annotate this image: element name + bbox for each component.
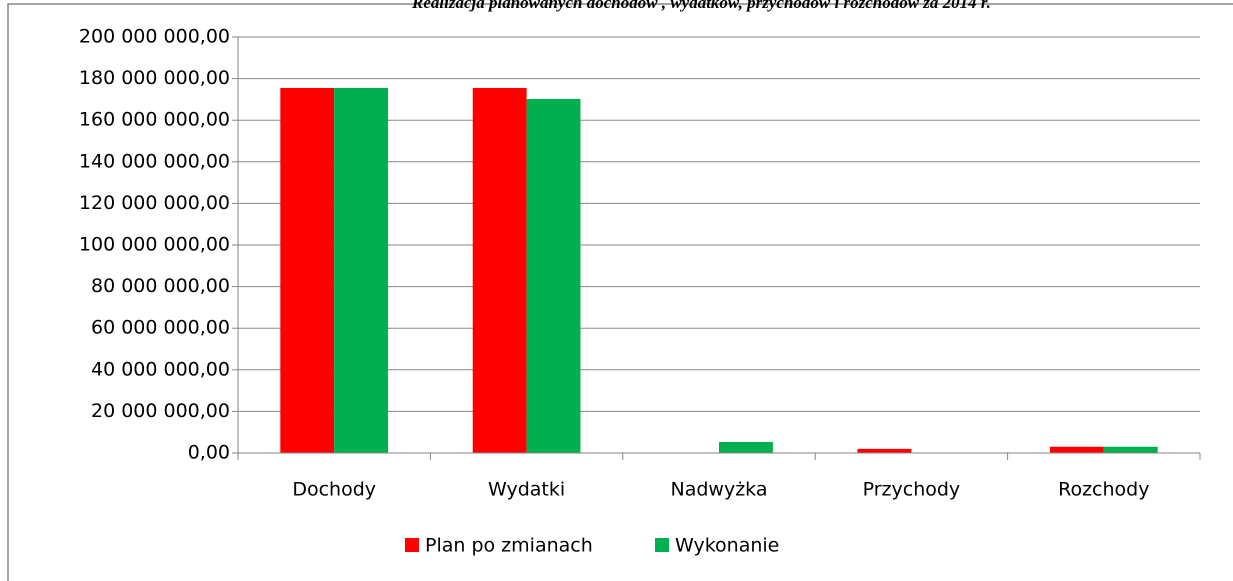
bar <box>1103 446 1158 453</box>
legend-swatch <box>655 538 669 552</box>
x-tick-label: Dochody <box>292 479 376 501</box>
x-tick-label: Nadwyżka <box>671 479 768 501</box>
y-tick-label: 20 000 000,00 <box>91 400 230 422</box>
bar <box>857 448 912 453</box>
bar <box>334 87 389 454</box>
chart-border <box>7 3 1233 581</box>
bar <box>1049 446 1104 453</box>
y-tick-label: 100 000 000,00 <box>79 234 230 256</box>
y-tick-label: 40 000 000,00 <box>91 358 230 380</box>
x-tick-label: Przychody <box>863 479 961 501</box>
bar <box>280 87 335 454</box>
x-tick-label: Wydatki <box>488 479 565 501</box>
y-tick-label: 200 000 000,00 <box>79 26 230 48</box>
y-tick-label: 0,00 <box>188 442 230 464</box>
bar <box>719 441 773 453</box>
y-tick-label: 60 000 000,00 <box>91 317 230 339</box>
legend-swatch <box>405 538 419 552</box>
chart-title: Realizacja planowanych dochodów , wydatk… <box>411 0 991 12</box>
bar <box>472 87 527 454</box>
y-tick-label: 120 000 000,00 <box>79 192 230 214</box>
legend-label: Wykonanie <box>675 535 779 557</box>
y-tick-label: 180 000 000,00 <box>79 67 230 89</box>
bar <box>526 98 581 453</box>
y-tick-label: 80 000 000,00 <box>91 275 230 297</box>
y-tick-label: 160 000 000,00 <box>79 109 230 131</box>
y-tick-label: 140 000 000,00 <box>79 150 230 172</box>
legend-label: Plan po zmianach <box>425 535 593 557</box>
x-tick-label: Rozchody <box>1058 479 1149 501</box>
